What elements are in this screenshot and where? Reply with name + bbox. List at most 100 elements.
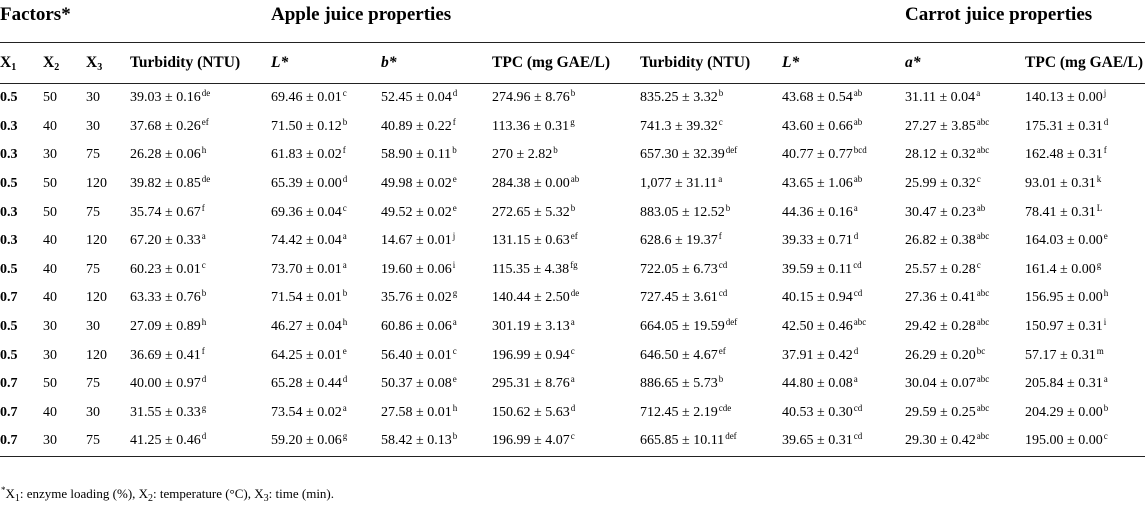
table-row: 0.3 40 120 67.20 ± 0.33a 74.42 ± 0.04a 14.67 … xyxy=(0,227,1145,256)
table-cell: 30 xyxy=(43,147,57,163)
table-cell: 26.28 ± 0.06h xyxy=(130,145,207,163)
table-cell: 29.42 ± 0.28abc xyxy=(905,317,990,335)
table-cell: 29.59 ± 0.25abc xyxy=(905,402,990,420)
table-cell: 0.3 xyxy=(0,147,18,163)
table-cell: 40 xyxy=(43,233,57,249)
table-cell: 115.35 ± 4.38fg xyxy=(492,259,578,277)
table-cell: 59.20 ± 0.06g xyxy=(271,427,382,457)
table-cell: 30 xyxy=(43,347,57,363)
table-cell: 0.3 xyxy=(0,118,18,134)
table-cell: 50 xyxy=(43,204,57,220)
table-cell: 27.36 ± 0.41abc xyxy=(905,288,990,306)
table-cell: 727.45 ± 3.61cd xyxy=(640,288,728,306)
table-cell: 25.57 ± 0.28c xyxy=(905,259,981,277)
table-cell: 65.28 ± 0.44d xyxy=(271,374,348,392)
table-cell: 49.98 ± 0.02e xyxy=(381,174,457,192)
table-cell: 30 xyxy=(86,404,100,420)
table-cell: 0.5 xyxy=(0,261,18,277)
table-cell: 204.29 ± 0.00b xyxy=(1025,402,1109,420)
table-cell: 40.89 ± 0.22f xyxy=(381,116,456,134)
table-cell: 27.27 ± 3.85abc xyxy=(905,116,990,134)
table-cell: 0.7 xyxy=(0,376,18,392)
table-cell: 0.5 xyxy=(0,176,18,192)
table-cell: 274.96 ± 8.76b xyxy=(492,88,576,106)
table-cell: 75 xyxy=(86,147,100,163)
table-cell: 41.25 ± 0.46d xyxy=(130,427,272,457)
table-cell: 30 xyxy=(86,118,100,134)
table-cell: 886.65 ± 5.73b xyxy=(640,374,724,392)
table-cell: 49.52 ± 0.02e xyxy=(381,202,457,220)
table-cell: 0.7 xyxy=(0,290,18,306)
table-cell: 0.3 xyxy=(0,233,18,249)
table-cell: 120 xyxy=(86,176,107,192)
table-row: 0.7 30 75 41.25 ± 0.46d 59.20 ± 0.06g 58.42 ±… xyxy=(0,427,1145,457)
table-cell: 30.47 ± 0.23ab xyxy=(905,202,986,220)
table-cell: 39.82 ± 0.85de xyxy=(130,174,211,192)
table-cell: 63.33 ± 0.76b xyxy=(130,288,207,306)
table-cell: 657.30 ± 32.39def xyxy=(640,145,738,163)
factors-header: Factors* xyxy=(0,4,71,25)
column-header: a* xyxy=(905,43,1026,84)
table-cell: 25.99 ± 0.32c xyxy=(905,174,981,192)
table-cell: 628.6 ± 19.37f xyxy=(640,231,722,249)
table-cell: 27.09 ± 0.89h xyxy=(130,317,207,335)
table-row: 0.5 40 75 60.23 ± 0.01c 73.70 ± 0.01a 19.60 ±… xyxy=(0,256,1145,285)
table-cell: 37.91 ± 0.42d xyxy=(782,345,859,363)
column-header: X2 xyxy=(43,43,86,84)
table-row: 0.3 40 30 37.68 ± 0.26ef 71.50 ± 0.12b 40.89 … xyxy=(0,113,1145,142)
table-cell: 43.60 ± 0.66ab xyxy=(782,116,863,134)
table-row: 0.5 50 30 39.03 ± 0.16de 69.46 ± 0.01c 52.45 … xyxy=(0,84,1145,113)
table-cell: 56.40 ± 0.01c xyxy=(381,345,457,363)
column-header: TPC (mg GAE/L) xyxy=(1025,43,1145,84)
column-header: Turbidity (NTU) xyxy=(640,43,783,84)
table-cell: 30 xyxy=(43,319,57,335)
table-cell: 50.37 ± 0.08e xyxy=(381,374,457,392)
table-cell: 75 xyxy=(86,261,100,277)
table-cell: 75 xyxy=(86,204,100,220)
table-cell: 14.67 ± 0.01j xyxy=(381,231,456,249)
table-cell: 140.13 ± 0.00j xyxy=(1025,88,1107,106)
table-cell: 31.11 ± 0.04a xyxy=(905,88,981,106)
table-cell: 40 xyxy=(43,290,57,306)
table-cell: 29.30 ± 0.42abc xyxy=(905,427,1026,457)
table-cell: 75 xyxy=(86,376,100,392)
column-header-row: X1 X2 X3 Turbidity (NTU) L* b* TPC (mg GAE/L) T… xyxy=(0,43,1145,84)
table-row: 0.7 50 75 40.00 ± 0.97d 65.28 ± 0.44d 50.37 ±… xyxy=(0,370,1145,399)
table-cell: 150.62 ± 5.63d xyxy=(492,402,576,420)
table-cell: 28.12 ± 0.32abc xyxy=(905,145,990,163)
table-cell: 712.45 ± 2.19cde xyxy=(640,402,732,420)
table-cell: 35.76 ± 0.02g xyxy=(381,288,458,306)
table-cell: 1,077 ± 31.11a xyxy=(640,174,723,192)
column-header: X3 xyxy=(86,43,131,84)
table-cell: 30 xyxy=(43,427,86,457)
table-cell: 0.7 xyxy=(0,404,18,420)
table-cell: 61.83 ± 0.02f xyxy=(271,145,346,163)
table-row: 0.5 50 120 39.82 ± 0.85de 65.39 ± 0.00d 49.98… xyxy=(0,170,1145,199)
table-cell: 65.39 ± 0.00d xyxy=(271,174,348,192)
group-header-row: Factors* Apple juice properties Carrot j… xyxy=(0,0,1145,43)
table-cell: 150.97 ± 0.31i xyxy=(1025,317,1107,335)
table-cell: 195.00 ± 0.00c xyxy=(1025,427,1145,457)
table-cell: 30 xyxy=(86,319,100,335)
table-row: 0.5 30 120 36.69 ± 0.41f 64.25 ± 0.01e 56.40 … xyxy=(0,341,1145,370)
table-cell: 161.4 ± 0.00g xyxy=(1025,259,1102,277)
table-cell: 270 ± 2.82b xyxy=(492,145,558,163)
table-cell: 73.54 ± 0.02a xyxy=(271,402,347,420)
table-cell: 39.33 ± 0.71d xyxy=(782,231,859,249)
table-cell: 71.50 ± 0.12b xyxy=(271,116,348,134)
table-cell: 57.17 ± 0.31m xyxy=(1025,345,1104,363)
table-cell: 284.38 ± 0.00ab xyxy=(492,174,580,192)
table-cell: 0.7 xyxy=(0,427,43,457)
table-cell: 43.68 ± 0.54ab xyxy=(782,88,863,106)
table-cell: 164.03 ± 0.00e xyxy=(1025,231,1108,249)
table-cell: 40 xyxy=(43,118,57,134)
table-cell: 883.05 ± 12.52b xyxy=(640,202,731,220)
table-row: 0.5 30 30 27.09 ± 0.89h 46.27 ± 0.04h 60.86 ±… xyxy=(0,313,1145,342)
juice-properties-table: Factors* Apple juice properties Carrot j… xyxy=(0,0,1145,457)
carrot-group-header: Carrot juice properties xyxy=(905,4,1093,25)
table-cell: 73.70 ± 0.01a xyxy=(271,259,347,277)
table-cell: 71.54 ± 0.01b xyxy=(271,288,348,306)
table-cell: 50 xyxy=(43,376,57,392)
table-footnote: *X1: enzyme loading (%), X2: temperature… xyxy=(1,485,335,504)
table-cell: 156.95 ± 0.00h xyxy=(1025,288,1109,306)
